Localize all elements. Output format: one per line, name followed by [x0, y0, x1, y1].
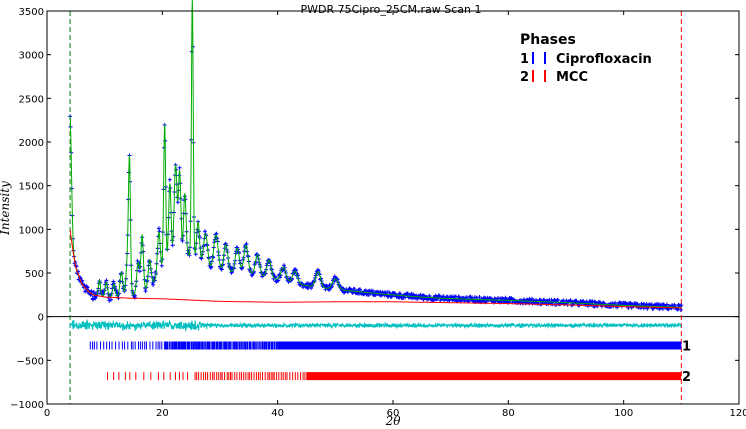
difference-series [69, 318, 682, 332]
x-tick-label: 20 [156, 408, 169, 419]
legend-entry-label: MCC [556, 70, 588, 85]
y-tick-label: 3000 [19, 51, 44, 62]
x-tick-label: 40 [271, 408, 284, 419]
chart-title: PWDR 75Cipro_25CM.raw Scan 1 [300, 3, 481, 16]
phase2-reflection-ticks [107, 372, 682, 381]
x-tick-label: 100 [614, 408, 633, 419]
phase1-reflection-ticks [89, 341, 682, 350]
x-axis-label: 2θ [385, 414, 402, 428]
legend-entry-number: 1 [520, 52, 529, 67]
x-tick-label: 60 [387, 408, 400, 419]
y-tick-label: 0 [38, 313, 44, 324]
x-tick-label: 80 [502, 408, 515, 419]
y-tick-label: 2500 [19, 94, 44, 105]
observed-series [68, 44, 684, 312]
axis-ticks: 0 20 40 60 80 100 120 −1000 −500 0 500 1000 1500 2000… [10, 7, 746, 419]
y-tick-label: −1000 [10, 400, 44, 411]
y-tick-label: 1000 [19, 225, 44, 236]
y-tick-label: −500 [17, 356, 44, 367]
y-axis-label: Intensity [0, 181, 12, 236]
y-tick-label: 2000 [19, 138, 44, 149]
calculated-series [69, 0, 682, 308]
y-tick-label: 1500 [19, 182, 44, 193]
y-tick-label: 500 [25, 269, 44, 280]
x-tick-label: 0 [44, 408, 50, 419]
legend-entry-number: 2 [520, 70, 529, 85]
legend-title: Phases [520, 32, 576, 48]
phase-row-label: 2 [682, 370, 691, 385]
x-tick-label: 120 [729, 408, 746, 419]
plot-area: 12 [47, 0, 739, 404]
legend: Phases 1 Ciprofloxacin 2 MCC [520, 32, 652, 85]
background-series [69, 229, 682, 309]
y-tick-label: 3500 [19, 7, 44, 18]
legend-entry-label: Ciprofloxacin [556, 52, 652, 67]
phase-row-label: 1 [682, 339, 691, 354]
